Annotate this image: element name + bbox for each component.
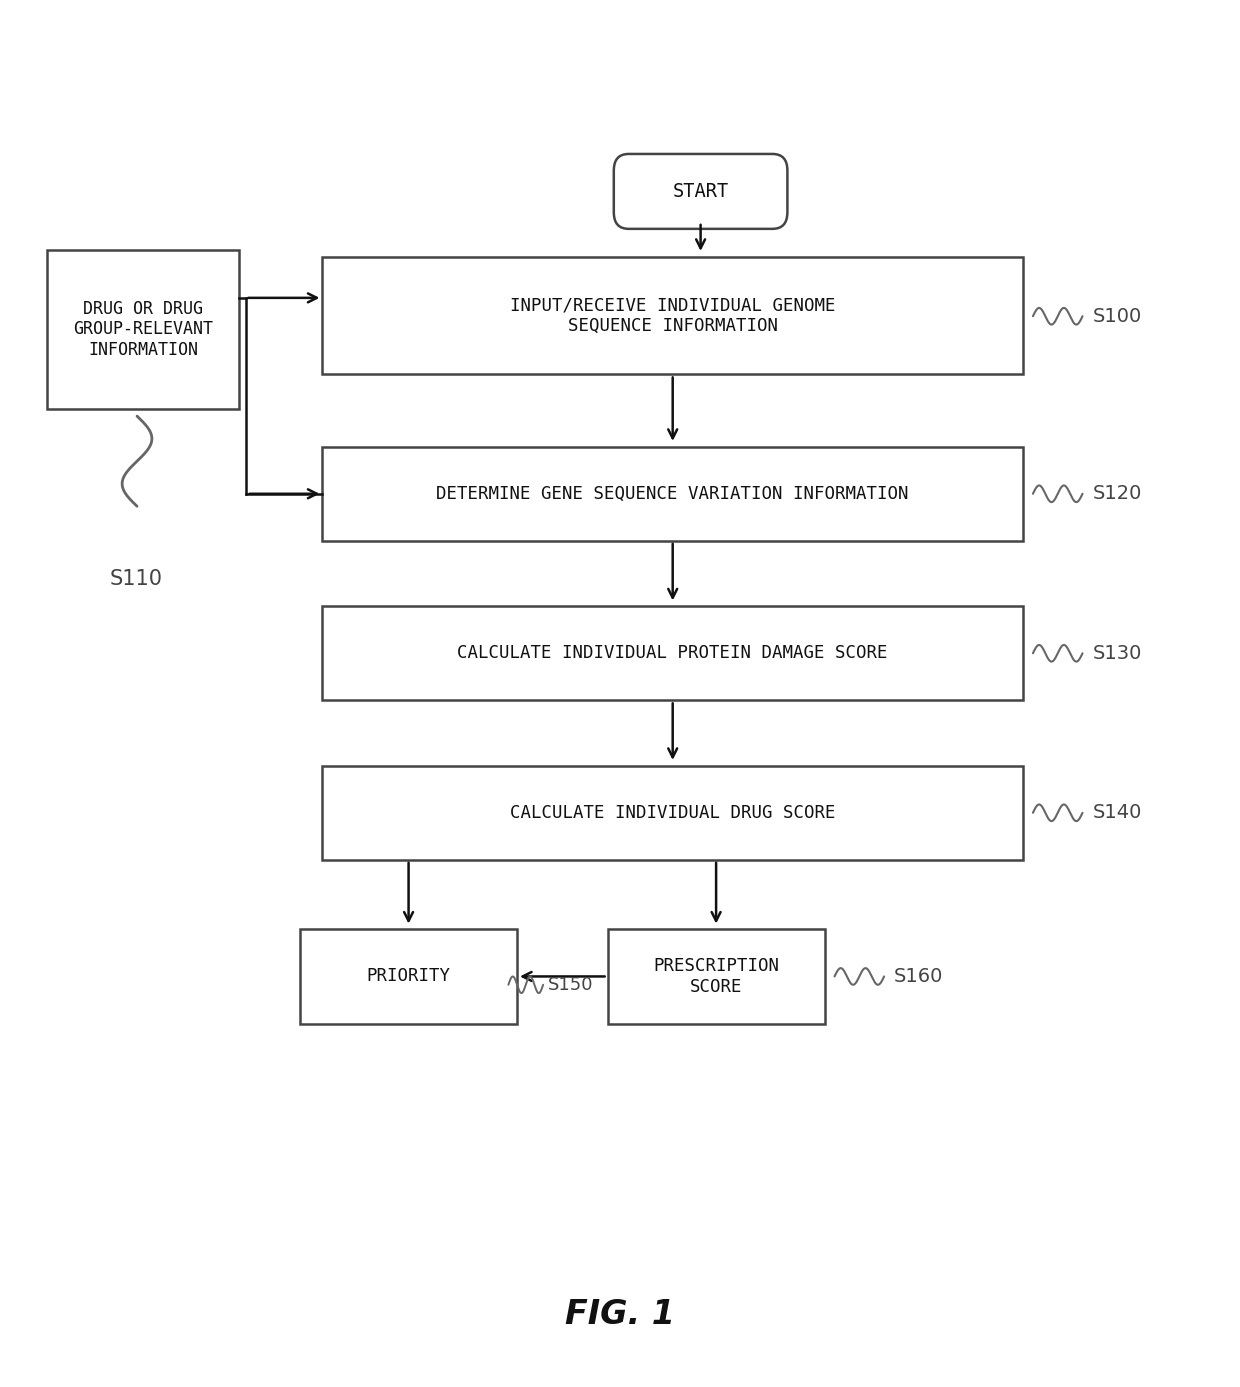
Text: PRESCRIPTION
SCORE: PRESCRIPTION SCORE <box>653 957 779 996</box>
Text: S110: S110 <box>110 569 162 588</box>
Bar <box>322 257 1023 374</box>
Text: INPUT/RECEIVE INDIVIDUAL GENOME
SEQUENCE INFORMATION: INPUT/RECEIVE INDIVIDUAL GENOME SEQUENCE… <box>510 297 836 334</box>
Text: S150: S150 <box>548 976 594 993</box>
Bar <box>322 447 1023 541</box>
FancyBboxPatch shape <box>614 154 787 229</box>
Text: PRIORITY: PRIORITY <box>367 968 450 985</box>
Bar <box>300 929 517 1024</box>
Text: S140: S140 <box>1092 803 1142 822</box>
Bar <box>322 606 1023 700</box>
Text: S100: S100 <box>1092 307 1142 326</box>
Text: S130: S130 <box>1092 644 1142 663</box>
Text: S160: S160 <box>894 967 944 986</box>
Text: CALCULATE INDIVIDUAL PROTEIN DAMAGE SCORE: CALCULATE INDIVIDUAL PROTEIN DAMAGE SCOR… <box>458 645 888 662</box>
Bar <box>47 250 239 409</box>
Bar <box>322 766 1023 860</box>
Text: DETERMINE GENE SEQUENCE VARIATION INFORMATION: DETERMINE GENE SEQUENCE VARIATION INFORM… <box>436 485 909 502</box>
Text: FIG. 1: FIG. 1 <box>565 1298 675 1332</box>
Text: S120: S120 <box>1092 484 1142 503</box>
Text: CALCULATE INDIVIDUAL DRUG SCORE: CALCULATE INDIVIDUAL DRUG SCORE <box>510 804 836 821</box>
Bar <box>608 929 825 1024</box>
Text: DRUG OR DRUG
GROUP-RELEVANT
INFORMATION: DRUG OR DRUG GROUP-RELEVANT INFORMATION <box>73 300 213 359</box>
Text: START: START <box>672 182 729 201</box>
